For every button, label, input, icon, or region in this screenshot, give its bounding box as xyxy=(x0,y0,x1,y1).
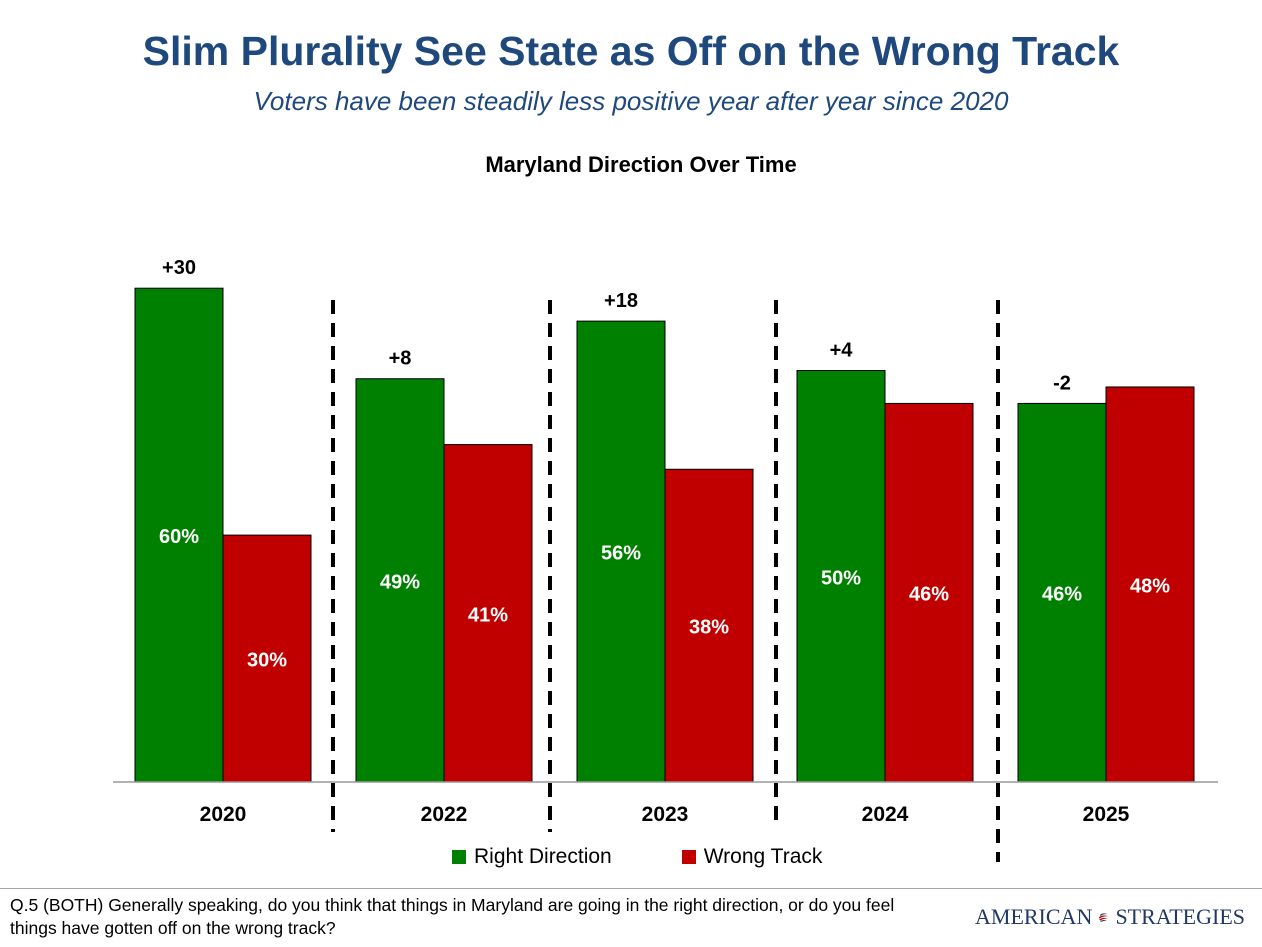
page-subtitle: Voters have been steadily less positive … xyxy=(253,86,1009,116)
x-tick-label: 2024 xyxy=(862,803,909,826)
legend-swatch-wrong-track xyxy=(681,850,696,864)
x-tick-label: 2020 xyxy=(200,803,247,826)
bar-right-direction xyxy=(1017,402,1107,783)
legend-item-right-direction: Right Direction xyxy=(452,845,612,869)
bar-chart: 60% 30% +30 2020 49% 41% +8 2022 56% 38% +18 2023 50… xyxy=(113,257,1218,862)
bar-wrong-track xyxy=(1105,386,1195,783)
american-strategies-logo: AMERICAN STRATEGIES xyxy=(975,893,1245,941)
x-tick-label: 2022 xyxy=(421,803,468,826)
flag-swoosh-icon xyxy=(1099,913,1109,922)
bar-value-label: 50% xyxy=(821,567,861,589)
bar-right-direction xyxy=(796,370,886,783)
logo-text-strategies: STRATEGIES xyxy=(1115,904,1245,929)
survey-question: Q.5 (BOTH) Generally speaking, do you th… xyxy=(10,895,895,938)
bar-value-label: 49% xyxy=(380,571,420,593)
footer-divider xyxy=(0,888,1262,889)
net-label: +18 xyxy=(604,290,638,312)
x-tick-label: 2025 xyxy=(1083,803,1130,826)
bar-value-label: 56% xyxy=(601,543,641,565)
bar-value-label: 46% xyxy=(909,584,949,606)
bar-value-label: 30% xyxy=(247,650,287,672)
chart-legend: Right Direction Wrong Track xyxy=(452,845,892,869)
logo-text-american: AMERICAN xyxy=(975,904,1093,929)
bar-wrong-track xyxy=(222,534,312,783)
bar-value-label: 46% xyxy=(1042,584,1082,606)
chart-title: Maryland Direction Over Time xyxy=(485,152,797,177)
bar-value-label: 60% xyxy=(159,526,199,548)
net-label: -2 xyxy=(1053,372,1071,394)
bar-value-label: 41% xyxy=(468,604,508,626)
bar-right-direction xyxy=(576,320,666,783)
bar-right-direction xyxy=(355,378,445,783)
bar-wrong-track xyxy=(443,444,533,783)
net-label: +30 xyxy=(162,257,196,279)
net-label: +8 xyxy=(389,348,412,370)
bar-value-label: 48% xyxy=(1130,575,1170,597)
legend-label-right-direction: Right Direction xyxy=(474,845,612,868)
page-title: Slim Plurality See State as Off on the W… xyxy=(142,28,1120,74)
bar-value-label: 38% xyxy=(689,617,729,639)
legend-item-wrong-track: Wrong Track xyxy=(681,845,823,869)
bar-right-direction xyxy=(134,287,224,783)
x-tick-label: 2023 xyxy=(642,803,689,826)
legend-swatch-right-direction xyxy=(452,850,466,864)
bar-wrong-track xyxy=(884,402,974,783)
legend-label-wrong-track: Wrong Track xyxy=(703,845,823,868)
net-label: +4 xyxy=(830,340,854,362)
